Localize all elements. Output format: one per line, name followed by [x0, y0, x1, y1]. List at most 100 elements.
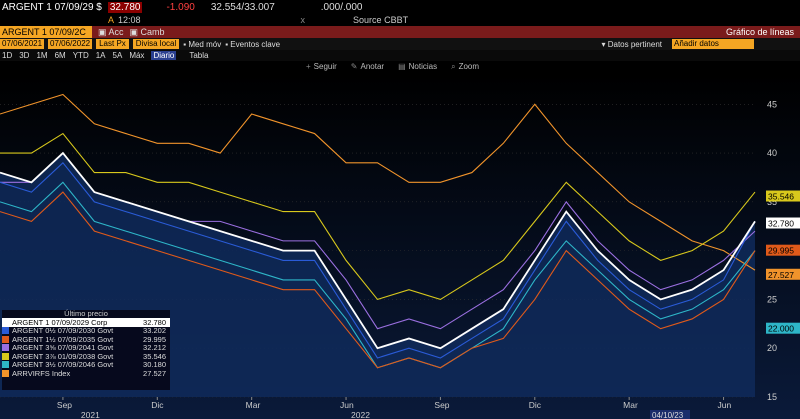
quote-time: 12:08 — [118, 15, 141, 25]
acc-menu-label: Acc — [108, 26, 124, 37]
last-value-label: 22.000 — [768, 324, 794, 334]
acc-menu[interactable]: ▣ Acc — [98, 26, 124, 37]
chart-type-label[interactable]: Gráfico de líneas — [725, 27, 794, 37]
x-marker: x — [300, 15, 306, 25]
range-ytd[interactable]: YTD — [72, 51, 89, 60]
legend-title: Último precio — [64, 309, 108, 318]
end-date-field[interactable]: 07/06/2022 — [48, 39, 93, 49]
legend-series-name: ARGENT 1½ 07/09/2035 Govt — [12, 334, 114, 344]
legend-swatch — [2, 344, 9, 352]
legend-swatch — [2, 318, 9, 326]
frequency-select[interactable]: Diario — [151, 51, 177, 60]
range-1a[interactable]: 1A — [95, 51, 106, 60]
x-tick-label: Mar — [246, 400, 261, 410]
currency-select[interactable]: Divisa local — [132, 39, 180, 49]
start-date-field[interactable]: 07/06/2021 — [0, 39, 45, 49]
series-area-fill — [0, 153, 755, 397]
range-5a[interactable]: 5A — [112, 51, 123, 60]
news-icon: ▤ — [398, 62, 406, 71]
data-pertinent-label: Datos pertinent — [607, 39, 662, 49]
last-value-label: 29.995 — [768, 246, 794, 256]
a-label: A — [108, 15, 115, 25]
legend-swatch — [2, 335, 9, 343]
x-tick-label: Sep — [57, 400, 72, 410]
key-events-toggle[interactable]: ▪ Eventos clave — [225, 39, 281, 49]
range-6m[interactable]: 6M — [54, 51, 66, 60]
price-field-select[interactable]: Last Px — [96, 39, 129, 49]
chart-tools: + Seguir ✎ Anotar ▤ Noticias ⌕ Zoom — [306, 62, 479, 72]
legend-swatch — [2, 369, 9, 377]
legend-series-value: 27.527 — [143, 368, 166, 378]
news-label: Noticias — [408, 62, 438, 71]
bid-ask: 32.554/33.007 — [210, 1, 275, 13]
legend-swatch — [2, 361, 9, 369]
series-line — [0, 162, 756, 359]
y-tick-label: 25 — [767, 294, 777, 304]
y-tick-label: 40 — [767, 148, 777, 158]
range-3d[interactable]: 3D — [19, 51, 30, 60]
legend-series-value: 30.180 — [143, 360, 166, 370]
series-line — [0, 191, 756, 369]
x-tick-label: Dic — [151, 400, 164, 410]
yield-quote: .000/.000 — [320, 1, 363, 13]
legend-series-value: 35.546 — [143, 351, 166, 361]
range-bar: 1D 3D 1M 6M YTD 1A 5A Máx Diario Tabla — [0, 50, 800, 61]
legend-series-value: 32.780 — [143, 317, 166, 327]
legend-series-name: ARRVIRFS Index — [12, 368, 71, 378]
series-line — [0, 132, 756, 301]
annotate-button[interactable]: ✎ Anotar — [351, 62, 384, 72]
zoom-label: Zoom — [458, 62, 480, 71]
camb-menu[interactable]: ▣ Camb — [129, 26, 165, 37]
x-year-label: 2022 — [351, 410, 370, 419]
chart-legend: Último precio ARGENT 1 07/09/2029 Corp 32… — [2, 310, 170, 390]
camb-menu-label: Camb — [140, 26, 165, 37]
crosshair-icon: + — [306, 62, 311, 71]
legend-row[interactable]: ARGENT 1 07/09/2029 Corp 32.780 — [2, 318, 170, 327]
y-tick-label: 15 — [767, 392, 777, 402]
current-date-tag — [650, 410, 690, 419]
annotate-label: Anotar — [360, 62, 385, 71]
last-value-tag — [766, 217, 800, 229]
y-tick-label: 35 — [767, 197, 777, 207]
last-value-tag — [766, 244, 800, 256]
range-max[interactable]: Máx — [129, 51, 145, 60]
legend-series-name: ARGENT 3⅞ 01/09/2038 Govt — [12, 351, 114, 361]
last-value-label: 35.546 — [768, 192, 794, 202]
legend-series-name: ARGENT 3⅝ 07/09/2041 Govt — [12, 343, 114, 353]
data-pertinent-dropdown[interactable]: ▾ Datos pertinent — [601, 39, 662, 49]
security-field[interactable]: ARGENT 1 07/09/2C — [0, 26, 92, 38]
legend-row[interactable]: ARGENT 1½ 07/09/2035 Govt 29.995 — [2, 335, 170, 344]
pencil-icon: ✎ — [350, 62, 358, 71]
legend-series-value: 33.202 — [143, 326, 166, 336]
x-year-label: 2021 — [81, 410, 100, 419]
y-tick-label: 20 — [767, 343, 777, 353]
last-value-tag — [766, 190, 800, 202]
security-name[interactable]: ARGENT 1 07/09/29 $ — [2, 1, 102, 13]
key-events-label: Eventos clave — [230, 39, 281, 49]
quote-header: ARGENT 1 07/09/29 $ 32.780 -1.090 32.554… — [0, 0, 800, 14]
follow-button[interactable]: + Seguir — [306, 62, 337, 72]
legend-row[interactable]: ARGENT 0½ 07/09/2030 Govt 33.202 — [2, 326, 170, 336]
range-1d[interactable]: 1D — [2, 51, 13, 60]
moving-avg-label: Med móv — [188, 39, 222, 49]
legend-series-name: ARGENT 3½ 07/09/2046 Govt — [12, 360, 114, 370]
x-tick-label: Jun — [718, 400, 732, 410]
table-button[interactable]: Tabla — [189, 51, 209, 60]
legend-row[interactable]: ARGENT 3⅞ 01/09/2038 Govt 35.546 — [2, 352, 170, 361]
legend-swatch — [2, 327, 9, 335]
moving-avg-toggle[interactable]: ▪ Med móv — [183, 39, 222, 49]
add-data-field[interactable]: Añadir datos — [672, 39, 754, 49]
series-line — [0, 93, 756, 271]
news-button[interactable]: ▤ Noticias — [398, 62, 437, 72]
legend-row[interactable]: ARGENT 3½ 07/09/2046 Govt 30.180 — [2, 360, 170, 370]
range-1m[interactable]: 1M — [36, 51, 48, 60]
last-price: 32.780 — [107, 1, 143, 13]
zoom-button[interactable]: ⌕ Zoom — [451, 62, 479, 72]
chart-toolbar: ARGENT 1 07/09/2C ▣ Acc ▣ Camb Gráfico d… — [0, 26, 800, 38]
legend-row[interactable]: ARGENT 3⅝ 07/09/2041 Govt 32.212 — [2, 343, 170, 353]
quote-subheader: A 12:08 x Source CBBT — [0, 14, 800, 26]
legend-series-value: 32.212 — [143, 343, 166, 353]
zoom-icon: ⌕ — [451, 62, 456, 71]
follow-label: Seguir — [313, 62, 337, 71]
legend-row[interactable]: ARRVIRFS Index 27.527 — [2, 369, 170, 378]
